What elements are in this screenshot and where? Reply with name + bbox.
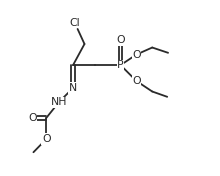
Text: O: O	[132, 76, 141, 86]
Text: NH: NH	[51, 97, 67, 107]
Text: P: P	[117, 60, 124, 70]
Text: O: O	[28, 113, 37, 123]
Text: O: O	[132, 50, 141, 59]
Text: O: O	[116, 36, 125, 45]
Text: Cl: Cl	[70, 18, 80, 28]
Text: N: N	[69, 83, 77, 93]
Text: O: O	[42, 134, 51, 144]
